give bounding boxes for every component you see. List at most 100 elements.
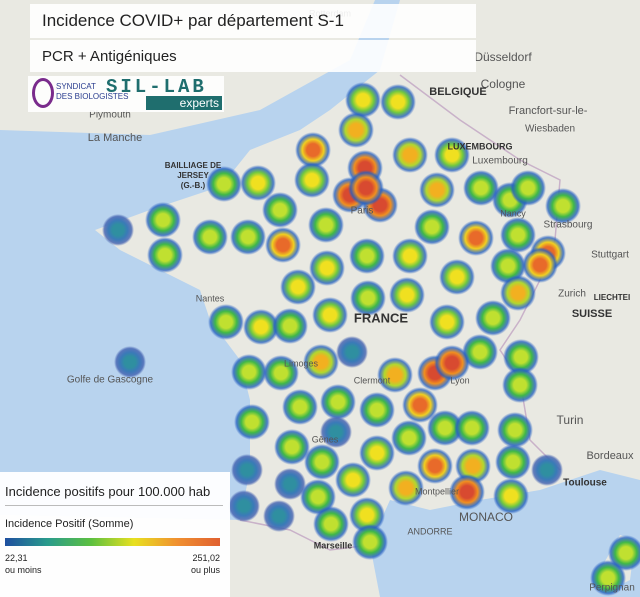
heat-blob [497, 412, 533, 448]
heat-blob [206, 166, 242, 202]
heat-blob [462, 334, 498, 370]
place-label: (G.-B.) [181, 181, 206, 190]
heat-blob [336, 336, 368, 368]
legend-title: Incidence positifs pour 100.000 hab [5, 484, 211, 499]
heat-blob [349, 238, 385, 274]
heat-blob [377, 357, 413, 393]
heat-blob [500, 275, 536, 311]
heat-blob [419, 172, 455, 208]
heat-blob [274, 429, 310, 465]
heat-blob [493, 478, 529, 514]
legend: Incidence positifs pour 100.000 hab Inci… [0, 472, 230, 597]
heat-blob [280, 269, 316, 305]
heat-blob [294, 162, 330, 198]
heat-blob [262, 192, 298, 228]
place-label: Zurich [558, 289, 586, 300]
heat-blob [263, 355, 299, 391]
heat-blob [417, 448, 453, 484]
heat-blob [320, 416, 352, 448]
heat-blob [392, 137, 428, 173]
heat-blob [228, 490, 260, 522]
heat-blob [402, 387, 438, 423]
place-label: Toulouse [563, 478, 607, 489]
heat-blob [502, 367, 538, 403]
heat-blob [263, 500, 295, 532]
legend-measure: Incidence Positif (Somme) [5, 518, 134, 530]
place-label: Limoges [284, 358, 319, 368]
heat-blob [380, 84, 416, 120]
heat-blob [495, 444, 531, 480]
heat-blob [303, 344, 339, 380]
heat-blob [427, 410, 463, 446]
place-label: Stuttgart [591, 250, 629, 261]
heat-blob [392, 238, 428, 274]
heat-blob [349, 497, 385, 533]
heat-blob [503, 339, 539, 375]
place-label: Luxembourg [472, 156, 528, 167]
place-label: Turin [557, 413, 584, 427]
heat-blob [439, 259, 475, 295]
heat-blob [230, 219, 266, 255]
heat-blob [590, 560, 626, 596]
heat-blob [274, 468, 306, 500]
heat-blob [359, 435, 395, 471]
heat-blob [102, 214, 134, 246]
heat-blob [414, 209, 450, 245]
divider [5, 505, 223, 506]
heat-blob [145, 202, 181, 238]
place-label: MONACO [459, 510, 513, 524]
heat-blob [449, 474, 485, 510]
heat-blob [522, 247, 558, 283]
heat-blob [282, 389, 318, 425]
heat-blob [114, 346, 146, 378]
place-label: Paris [351, 206, 374, 217]
heat-blob [345, 82, 381, 118]
logo-experts: experts [146, 96, 222, 110]
place-label: Nantes [196, 293, 225, 303]
heat-blob [434, 137, 470, 173]
legend-min-note: ou moins [5, 565, 42, 575]
heat-blob [234, 404, 270, 440]
legend-max: 251,02 [192, 553, 220, 563]
place-label: BAILLIAGE DE [165, 161, 222, 170]
heat-blob [434, 345, 470, 381]
heat-blob [454, 410, 490, 446]
place-label: BELGIQUE [429, 86, 486, 98]
sea [370, 470, 640, 597]
heat-blob [309, 250, 345, 286]
heat-blob [304, 444, 340, 480]
logo-sil-lab: SIL-LAB [106, 76, 207, 98]
place-label: Nancy [500, 208, 526, 218]
heat-blob [389, 277, 425, 313]
heat-blob [272, 308, 308, 344]
heat-blob [531, 454, 563, 486]
heat-blob [147, 237, 183, 273]
place-label: Plymouth [89, 110, 131, 121]
place-label: La Manche [88, 132, 142, 144]
logos: SYNDICAT DES BIOLOGISTES SIL-LAB experts [28, 76, 224, 112]
subtitle: PCR + Antigéniques [30, 40, 476, 72]
heat-blob [335, 462, 371, 498]
logo-text: SYNDICAT [56, 82, 96, 91]
heat-blob [429, 304, 465, 340]
heat-blob [192, 219, 228, 255]
place-label: Golfe de Gascogne [67, 375, 154, 386]
heat-blob [359, 392, 395, 428]
place-label: Gênes [312, 434, 339, 444]
logo-text: DES BIOLOGISTES [56, 92, 129, 101]
place-label: Lyon [450, 375, 469, 385]
heat-blob [352, 524, 388, 560]
heat-blob [490, 248, 526, 284]
legend-min: 22,31 [5, 553, 28, 563]
heat-blob [388, 470, 424, 506]
place-label: Francfort-sur-le- [509, 105, 588, 117]
heat-blob [243, 309, 279, 345]
color-scale [5, 538, 220, 546]
heat-blob [391, 420, 427, 456]
heat-blob [475, 300, 511, 336]
place-label: LUXEMBOURG [448, 141, 513, 151]
heat-blob [458, 220, 494, 256]
place-label: Cologne [481, 77, 526, 91]
